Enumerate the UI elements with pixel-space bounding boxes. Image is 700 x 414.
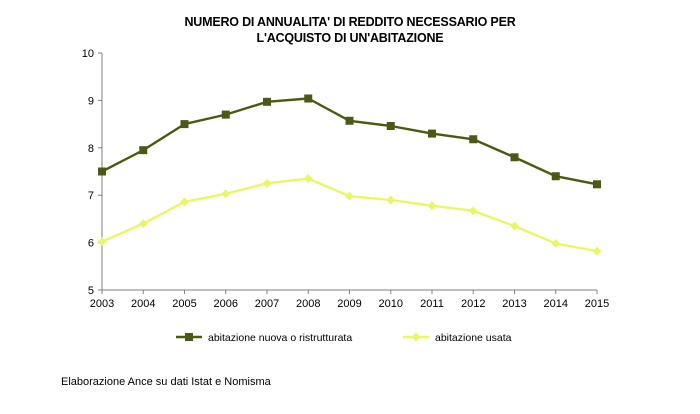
data-point-diamond [427, 201, 437, 211]
data-point-diamond [97, 237, 107, 247]
legend-label-2: abitazione usata [435, 332, 512, 344]
x-tick-label: 2012 [461, 298, 485, 310]
data-point-diamond [138, 219, 148, 229]
x-tick-label: 2011 [420, 298, 444, 310]
x-tick-label: 2014 [544, 298, 568, 310]
data-point-square [98, 167, 106, 176]
y-tick-label: 7 [88, 190, 94, 202]
source-note: Elaborazione Ance su dati Istat e Nomism… [61, 376, 271, 388]
y-tick-label: 6 [88, 238, 94, 250]
data-point-square [510, 153, 519, 162]
x-tick-label: 2004 [131, 298, 155, 310]
y-tick-label: 5 [88, 285, 94, 297]
x-tick-label: 2008 [296, 298, 320, 310]
x-tick-label: 2006 [214, 298, 238, 310]
data-point-square [386, 121, 395, 130]
data-point-diamond [510, 221, 519, 231]
data-point-square [345, 116, 354, 125]
data-point-diamond [262, 178, 272, 188]
x-tick-label: 2003 [90, 298, 114, 310]
x-tick-label: 2015 [585, 298, 609, 310]
x-tick-label: 2005 [172, 298, 196, 310]
data-point-diamond [221, 189, 231, 199]
legend-marker-1 [185, 333, 193, 341]
data-point-diamond [592, 246, 602, 256]
data-point-diamond [386, 195, 396, 205]
chart-title-line-1: NUMERO DI ANNUALITA' DI REDDITO NECESSAR… [184, 15, 516, 29]
data-point-square [221, 110, 230, 119]
data-point-diamond [303, 174, 313, 184]
data-point-square [593, 180, 601, 189]
x-tick-label: 2009 [337, 298, 361, 310]
legend-label-1: abitazione nuova o ristrutturata [208, 332, 352, 344]
data-point-square [551, 172, 560, 181]
data-point-square [304, 94, 313, 103]
data-point-square [469, 135, 478, 144]
x-tick-label: 2010 [379, 298, 403, 310]
data-point-square [180, 120, 189, 129]
x-tick-label: 2007 [255, 298, 279, 310]
x-tick-label: 2013 [502, 298, 526, 310]
y-tick-label: 9 [88, 95, 94, 107]
series-line-2 [101, 177, 598, 253]
data-point-square [139, 146, 148, 155]
y-tick-label: 8 [88, 143, 94, 155]
data-point-diamond [345, 191, 354, 201]
data-point-square [263, 97, 271, 106]
data-point-square [428, 129, 436, 138]
legend-marker-2 [411, 332, 421, 342]
data-point-diamond [551, 239, 561, 249]
chart-title-line-2: L'ACQUISTO DI UN'ABITAZIONE [256, 31, 444, 45]
y-tick-label: 10 [82, 48, 94, 60]
series-line-1 [101, 97, 598, 186]
data-point-diamond [468, 206, 478, 216]
data-point-diamond [180, 197, 189, 207]
